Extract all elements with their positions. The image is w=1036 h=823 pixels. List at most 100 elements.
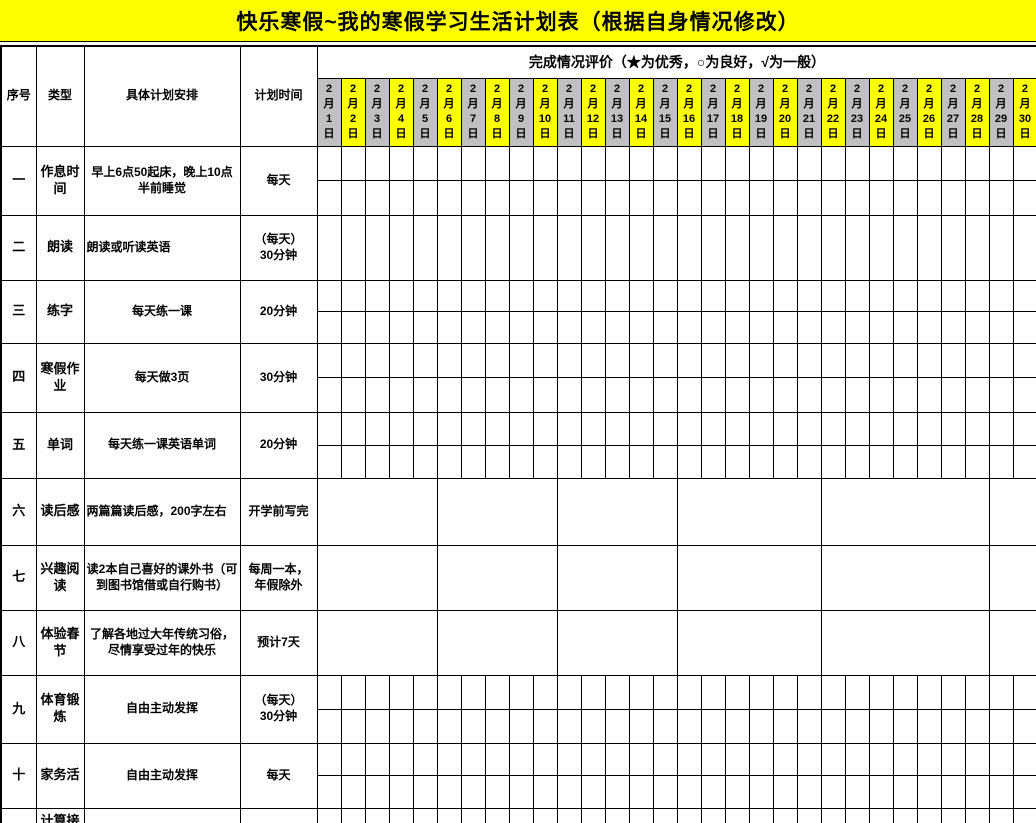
- eval-cell[interactable]: [700, 279, 726, 312]
- eval-cell[interactable]: [412, 179, 438, 216]
- eval-cell[interactable]: [364, 376, 390, 413]
- eval-cell[interactable]: [748, 145, 774, 181]
- eval-cell[interactable]: [556, 376, 582, 413]
- eval-cell[interactable]: [484, 774, 510, 809]
- eval-cell[interactable]: [364, 145, 390, 181]
- eval-cell[interactable]: [868, 145, 894, 181]
- eval-cell[interactable]: [916, 774, 942, 809]
- eval-cell[interactable]: [484, 742, 510, 776]
- eval-cell[interactable]: [844, 145, 870, 181]
- eval-cell[interactable]: [484, 145, 510, 181]
- eval-cell[interactable]: [604, 179, 630, 216]
- eval-cell[interactable]: [868, 444, 894, 479]
- eval-cell[interactable]: [700, 342, 726, 378]
- eval-cell[interactable]: [388, 708, 414, 744]
- eval-cell[interactable]: [892, 376, 918, 413]
- eval-cell[interactable]: [748, 742, 774, 776]
- eval-cell[interactable]: [556, 310, 582, 344]
- eval-cell[interactable]: [628, 179, 654, 216]
- eval-cell[interactable]: [964, 145, 990, 181]
- eval-cell[interactable]: [604, 376, 630, 413]
- eval-cell[interactable]: [364, 310, 390, 344]
- eval-cell[interactable]: [532, 708, 558, 744]
- eval-cell[interactable]: [916, 342, 942, 378]
- eval-cell[interactable]: [940, 742, 966, 776]
- eval-cell[interactable]: [748, 411, 774, 446]
- eval-cell[interactable]: [316, 411, 342, 446]
- eval-cell[interactable]: [556, 214, 582, 281]
- eval-cell[interactable]: [532, 179, 558, 216]
- eval-cell[interactable]: [820, 477, 990, 546]
- eval-cell[interactable]: [388, 342, 414, 378]
- eval-cell[interactable]: [1012, 145, 1036, 181]
- eval-cell[interactable]: [676, 279, 702, 312]
- eval-cell[interactable]: [340, 376, 366, 413]
- eval-cell[interactable]: [772, 411, 798, 446]
- eval-cell[interactable]: [604, 742, 630, 776]
- eval-cell[interactable]: [964, 214, 990, 281]
- eval-cell[interactable]: [940, 807, 966, 823]
- eval-cell[interactable]: [676, 214, 702, 281]
- eval-cell[interactable]: [700, 774, 726, 809]
- eval-cell[interactable]: [388, 376, 414, 413]
- eval-cell[interactable]: [940, 674, 966, 710]
- eval-cell[interactable]: [436, 609, 558, 676]
- eval-cell[interactable]: [892, 214, 918, 281]
- eval-cell[interactable]: [484, 411, 510, 446]
- eval-cell[interactable]: [748, 310, 774, 344]
- eval-cell[interactable]: [844, 214, 870, 281]
- eval-cell[interactable]: [436, 342, 462, 378]
- eval-cell[interactable]: [364, 807, 390, 823]
- eval-cell[interactable]: [772, 342, 798, 378]
- eval-cell[interactable]: [916, 411, 942, 446]
- eval-cell[interactable]: [436, 444, 462, 479]
- eval-cell[interactable]: [868, 310, 894, 344]
- eval-cell[interactable]: [340, 444, 366, 479]
- eval-cell[interactable]: [796, 310, 822, 344]
- eval-cell[interactable]: [700, 179, 726, 216]
- eval-cell[interactable]: [796, 444, 822, 479]
- eval-cell[interactable]: [508, 708, 534, 744]
- eval-cell[interactable]: [1012, 774, 1036, 809]
- eval-cell[interactable]: [508, 674, 534, 710]
- eval-cell[interactable]: [892, 444, 918, 479]
- eval-cell[interactable]: [628, 774, 654, 809]
- eval-cell[interactable]: [772, 708, 798, 744]
- eval-cell[interactable]: [508, 411, 534, 446]
- eval-cell[interactable]: [508, 807, 534, 823]
- eval-cell[interactable]: [412, 310, 438, 344]
- eval-cell[interactable]: [676, 742, 702, 776]
- eval-cell[interactable]: [580, 376, 606, 413]
- eval-cell[interactable]: [652, 774, 678, 809]
- eval-cell[interactable]: [412, 444, 438, 479]
- eval-cell[interactable]: [388, 279, 414, 312]
- eval-cell[interactable]: [532, 342, 558, 378]
- eval-cell[interactable]: [1012, 411, 1036, 446]
- eval-cell[interactable]: [484, 708, 510, 744]
- eval-cell[interactable]: [460, 310, 486, 344]
- eval-cell[interactable]: [796, 708, 822, 744]
- eval-cell[interactable]: [412, 214, 438, 281]
- eval-cell[interactable]: [916, 742, 942, 776]
- eval-cell[interactable]: [484, 279, 510, 312]
- eval-cell[interactable]: [940, 376, 966, 413]
- eval-cell[interactable]: [700, 674, 726, 710]
- eval-cell[interactable]: [868, 708, 894, 744]
- eval-cell[interactable]: [772, 444, 798, 479]
- eval-cell[interactable]: [556, 708, 582, 744]
- eval-cell[interactable]: [916, 310, 942, 344]
- eval-cell[interactable]: [796, 411, 822, 446]
- eval-cell[interactable]: [676, 310, 702, 344]
- eval-cell[interactable]: [724, 342, 750, 378]
- eval-cell[interactable]: [364, 674, 390, 710]
- eval-cell[interactable]: [868, 674, 894, 710]
- eval-cell[interactable]: [748, 774, 774, 809]
- eval-cell[interactable]: [868, 214, 894, 281]
- eval-cell[interactable]: [556, 411, 582, 446]
- eval-cell[interactable]: [988, 342, 1014, 378]
- eval-cell[interactable]: [628, 310, 654, 344]
- eval-cell[interactable]: [316, 145, 342, 181]
- eval-cell[interactable]: [652, 310, 678, 344]
- eval-cell[interactable]: [748, 342, 774, 378]
- eval-cell[interactable]: [916, 674, 942, 710]
